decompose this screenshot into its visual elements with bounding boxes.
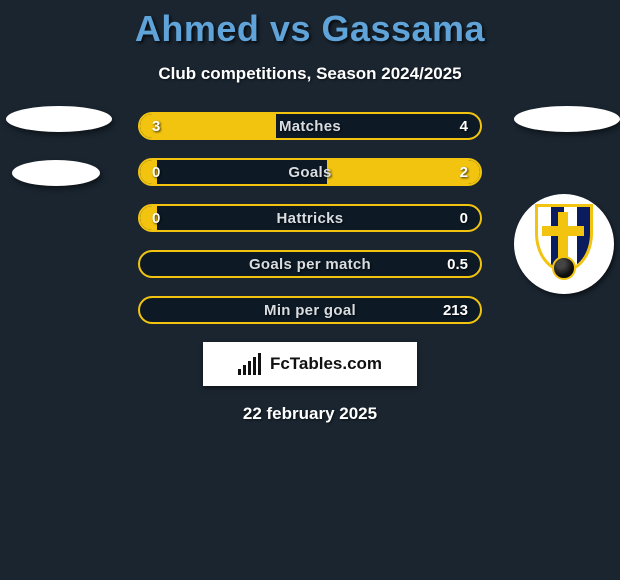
stats-area: Matches34Goals02Hattricks00Goals per mat… [0,112,620,324]
stat-row: Matches3 4 [138,112,482,140]
stat-label: Min per goal [140,298,480,322]
brand-chart-icon [238,353,264,375]
comparison-card: Ahmed vs Gassama Club competitions, Seas… [0,0,620,424]
club-crest [514,194,614,294]
brand-badge[interactable]: FcTables.com [203,342,417,386]
stat-value-left: 0 [152,206,160,230]
stat-row: Goals0 2 [138,158,482,186]
stat-row: Hattricks0 0 [138,204,482,232]
brand-text: FcTables.com [270,354,382,374]
stat-label: Matches [140,114,480,138]
badge-ellipse [514,106,620,132]
stat-value-right: 0 [460,206,468,230]
player-right-badge [514,106,614,206]
player-left-badge [6,106,106,206]
stat-label: Goals [140,160,480,184]
stat-value-right: 0.5 [447,252,468,276]
stat-label: Goals per match [140,252,480,276]
subtitle: Club competitions, Season 2024/2025 [0,64,620,84]
badge-ellipse [6,106,112,132]
stat-value-left: 0 [152,160,160,184]
stat-value-right: 2 [460,160,468,184]
date-label: 22 february 2025 [0,404,620,424]
page-title: Ahmed vs Gassama [0,8,620,50]
badge-ellipse [12,160,100,186]
stat-value-right: 213 [443,298,468,322]
stat-row: Min per goal213 [138,296,482,324]
stats-rows: Matches34Goals02Hattricks00Goals per mat… [138,112,482,324]
stat-value-left: 3 [152,114,160,138]
stat-row: Goals per match0.5 [138,250,482,278]
stat-label: Hattricks [140,206,480,230]
stat-value-right: 4 [460,114,468,138]
